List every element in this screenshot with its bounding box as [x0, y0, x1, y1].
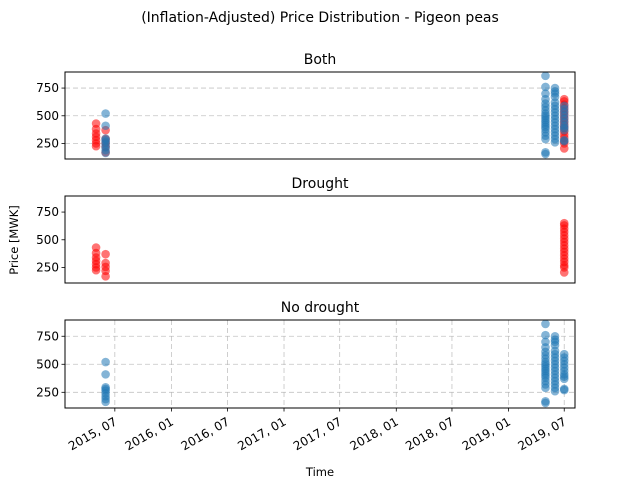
data-point	[541, 71, 550, 81]
panel-title: Drought	[292, 176, 349, 192]
plot-frame	[64, 71, 576, 160]
data-point	[101, 357, 110, 367]
y-tick-label: 750	[36, 81, 59, 95]
data-point	[101, 249, 110, 259]
data-point	[559, 144, 569, 153]
data-point	[541, 330, 550, 340]
data-point	[541, 319, 550, 329]
data-point	[559, 374, 569, 384]
data-point	[550, 386, 560, 396]
y-tick-label: 500	[36, 109, 59, 123]
data-point	[91, 141, 101, 151]
x-tick-label: 2019, 01	[460, 414, 513, 453]
panel-title: Both	[304, 52, 337, 68]
panel-title: No drought	[281, 300, 360, 316]
y-tick-label: 750	[36, 329, 59, 343]
data-point	[101, 148, 110, 158]
data-point	[541, 383, 550, 393]
panels-group: Both 250 500 750 Drought 250 500 750 No drought 2…	[36, 52, 576, 453]
data-point	[559, 136, 569, 146]
x-tick-label: 2017, 07	[291, 414, 344, 453]
data-point	[101, 121, 110, 131]
y-tick-label: 500	[36, 233, 59, 247]
data-point	[101, 109, 110, 118]
data-point	[101, 370, 110, 379]
y-tick-label: 750	[36, 205, 59, 219]
y-tick-label: 250	[36, 136, 59, 150]
data-point	[559, 385, 569, 395]
data-point	[541, 134, 550, 144]
y-tick-label: 250	[36, 260, 59, 274]
x-tick-label: 2019, 07	[515, 414, 568, 453]
plot-frame	[64, 195, 576, 284]
y-tick-label: 500	[36, 357, 59, 371]
data-point	[541, 149, 550, 159]
panel-2: Drought 250 500 750	[36, 176, 576, 284]
x-tick-label: 2018, 01	[348, 414, 401, 453]
x-tick-label: 2016, 07	[179, 414, 232, 453]
data-point	[541, 398, 550, 408]
data-point	[550, 138, 560, 147]
plot-frame	[64, 319, 576, 409]
chart-title: (Inflation-Adjusted) Price Distribution …	[141, 10, 499, 26]
data-point	[101, 397, 110, 407]
x-tick-label: 2016, 01	[123, 414, 176, 453]
y-axis-label: Price [MWK]	[7, 205, 21, 275]
data-point	[91, 265, 101, 275]
x-axis-label: Time	[305, 465, 334, 479]
data-point	[559, 268, 569, 277]
x-tick-label: 2017, 01	[235, 414, 288, 453]
y-tick-label: 250	[36, 385, 59, 399]
panel-3: No drought 250 500 750 2015, 07 2016, 01 2016,…	[36, 300, 576, 453]
panel-1: Both 250 500 750	[36, 52, 576, 160]
data-point	[541, 82, 550, 92]
x-tick-label: 2015, 07	[66, 414, 119, 453]
x-tick-label: 2018, 07	[403, 414, 456, 453]
data-point	[559, 125, 569, 135]
data-point	[101, 272, 110, 281]
